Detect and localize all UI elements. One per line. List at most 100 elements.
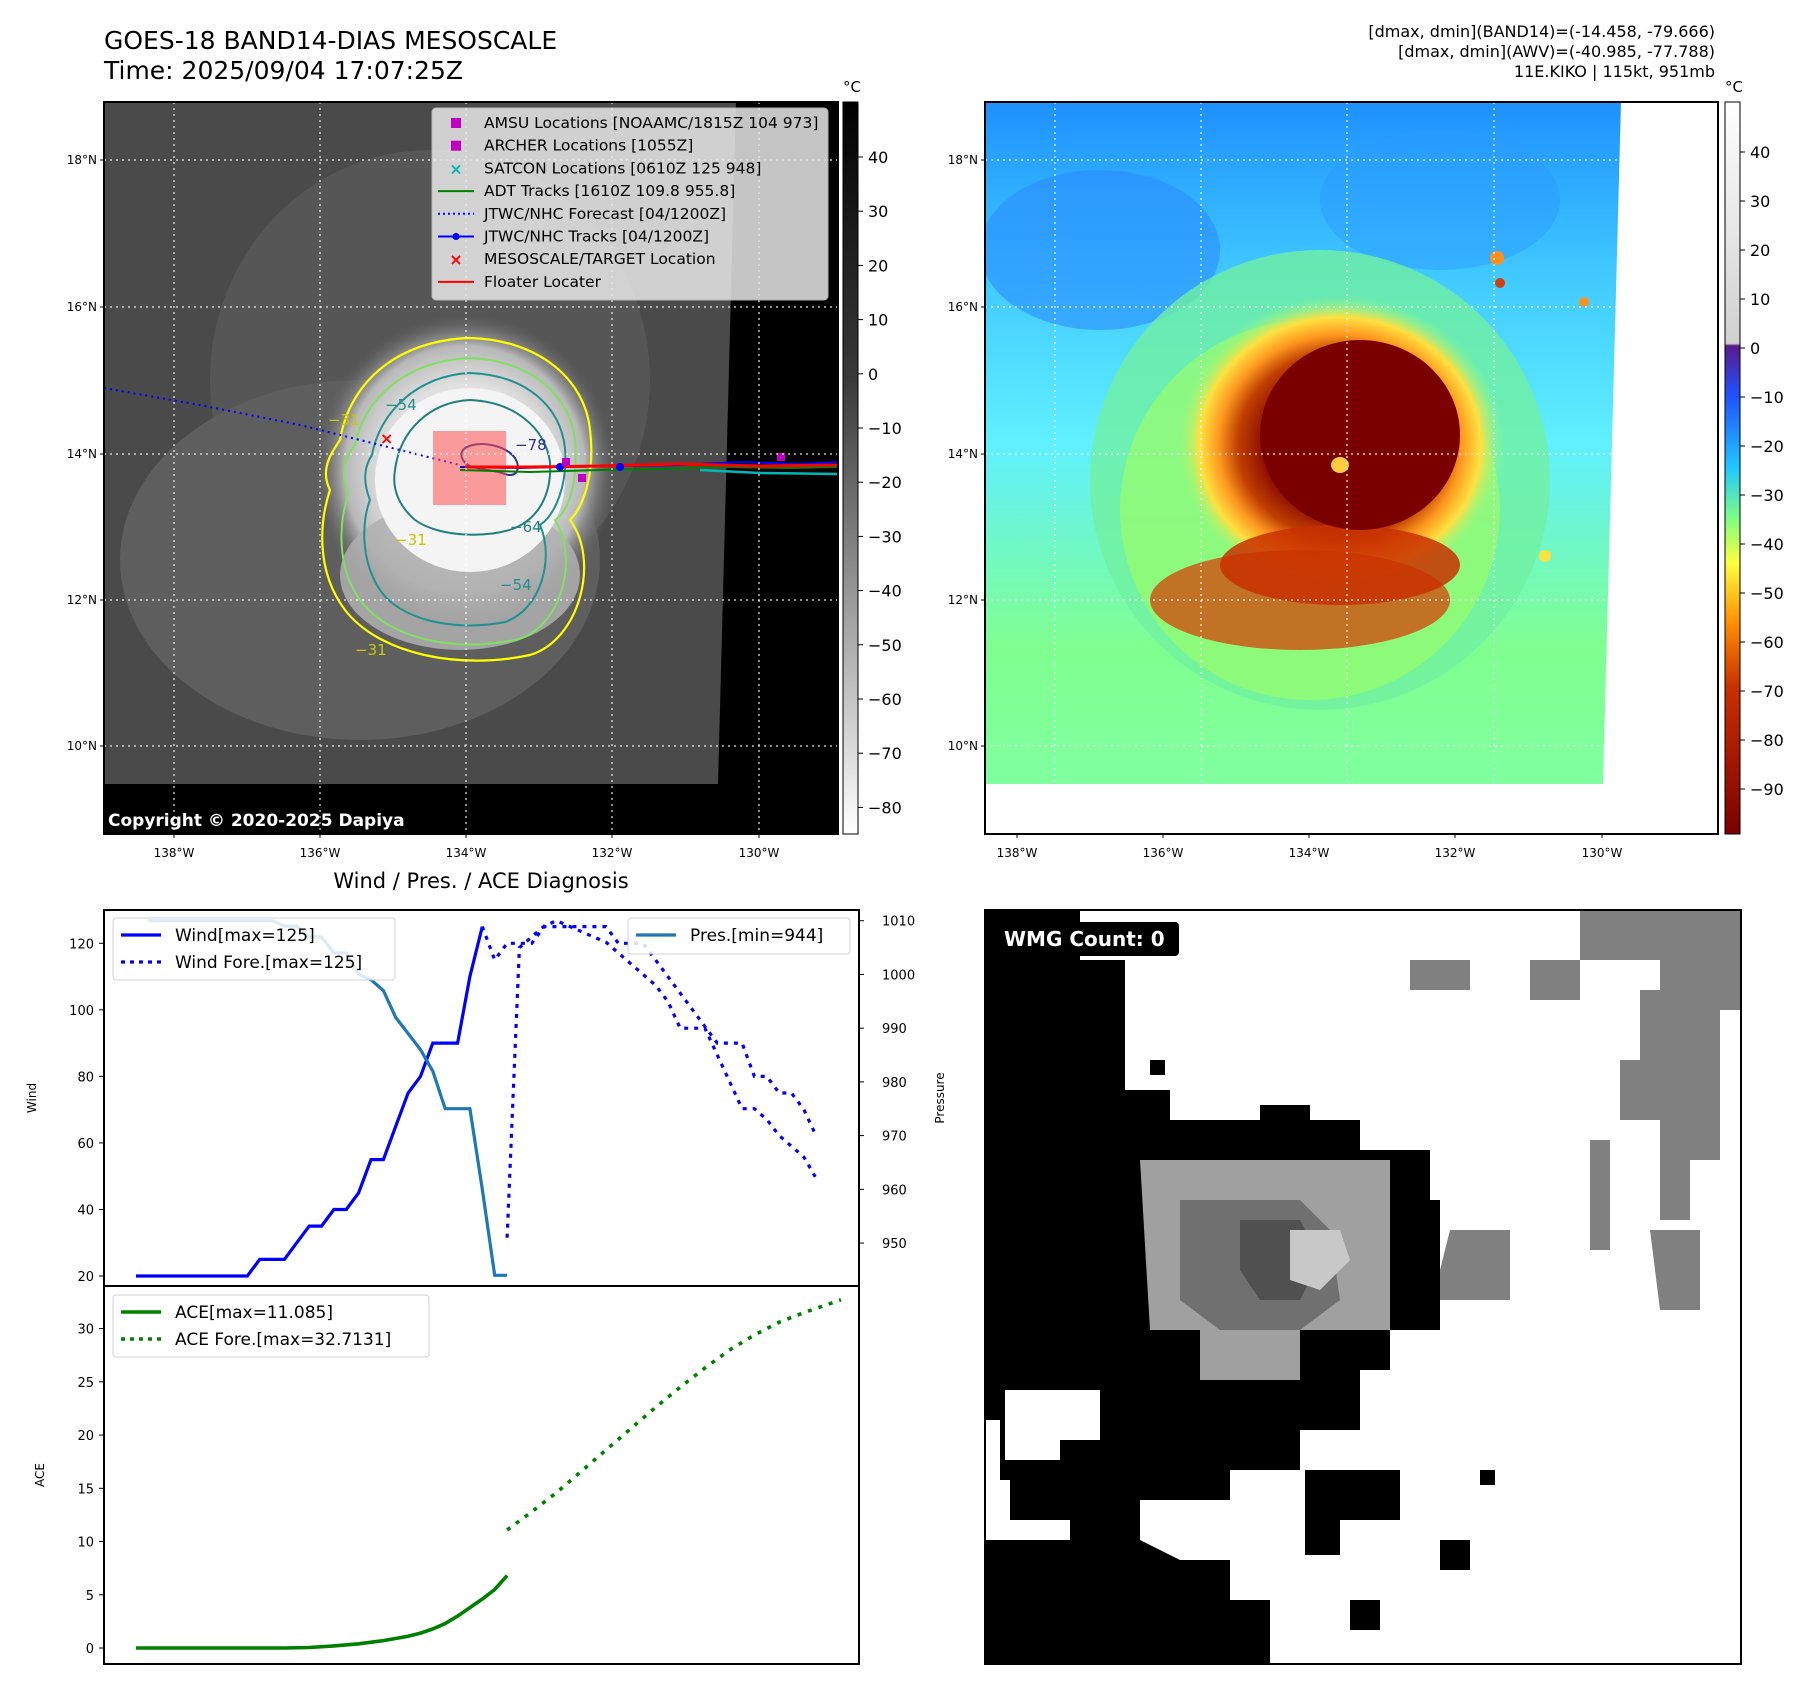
y-tick-label: 20 bbox=[77, 1270, 94, 1285]
diagnosis-title: Wind / Pres. / ACE Diagnosis bbox=[333, 869, 628, 893]
series-line bbox=[480, 924, 818, 1137]
info-band14: [dmax, dmin](BAND14)=(-14.458, -79.666) bbox=[1368, 22, 1715, 41]
y2-tick-label: 1010 bbox=[882, 915, 915, 930]
colorbar-tick-label: 20 bbox=[868, 256, 888, 275]
legend-label: ARCHER Locations [1055Z] bbox=[484, 137, 693, 155]
ir-colorbar-unit: °C bbox=[843, 78, 861, 96]
enhanced-colorbar bbox=[1724, 101, 1741, 835]
colorbar-tick-label: −50 bbox=[868, 636, 902, 655]
legend-marker bbox=[451, 118, 461, 128]
y-tick-label: 100 bbox=[69, 1004, 94, 1019]
colorbar-tick-label: −30 bbox=[1750, 486, 1784, 505]
lat-label: 10°N bbox=[67, 739, 97, 753]
lat-label: 16°N bbox=[948, 300, 978, 314]
colorbar-tick-label: −30 bbox=[868, 527, 902, 546]
lon-label: 134°W bbox=[446, 846, 487, 860]
y-tick-label: 80 bbox=[77, 1070, 94, 1085]
copyright-text: Copyright © 2020-2025 Dapiya bbox=[108, 811, 405, 831]
legend-label: ACE Fore.[max=32.7131] bbox=[175, 1330, 391, 1350]
lon-label: 138°W bbox=[154, 846, 195, 860]
legend-label: AMSU Locations [NOAAMC/1815Z 104 973] bbox=[484, 114, 818, 132]
legend-label: JTWC/NHC Forecast [04/1200Z] bbox=[483, 205, 726, 223]
title-line-2: Time: 2025/09/04 17:07:25Z bbox=[104, 56, 463, 85]
legend-label: Floater Locater bbox=[484, 273, 602, 291]
enhanced-image bbox=[985, 102, 1718, 834]
lat-label: 14°N bbox=[948, 447, 978, 461]
colorbar-tick-label: 10 bbox=[1750, 290, 1770, 309]
pressure-axis-label: Pressure bbox=[933, 1072, 947, 1123]
legend-marker bbox=[452, 233, 460, 240]
legend-label: Pres.[min=944] bbox=[690, 926, 823, 946]
lat-label: 16°N bbox=[67, 300, 97, 314]
y2-tick-label: 970 bbox=[882, 1130, 907, 1145]
legend-label: Wind[max=125] bbox=[175, 926, 315, 946]
colorbar-tick-label: 10 bbox=[868, 311, 888, 330]
lat-label: 14°N bbox=[67, 447, 97, 461]
enhanced-colorbar-unit: °C bbox=[1725, 78, 1743, 96]
figure-title: GOES-18 BAND14-DIAS MESOSCALE Time: 2025… bbox=[104, 26, 557, 86]
colorbar-tick-label: −80 bbox=[868, 798, 902, 817]
lon-label: 138°W bbox=[997, 846, 1038, 860]
legend-label: SATCON Locations [0610Z 125 948] bbox=[484, 159, 761, 177]
wmg-image bbox=[985, 910, 1741, 1664]
lat-label: 18°N bbox=[948, 153, 978, 167]
wmg-count-label: WMG Count: 0 bbox=[1004, 927, 1165, 951]
legend-label: ADT Tracks [1610Z 109.8 955.8] bbox=[484, 182, 735, 200]
legend-marker bbox=[451, 140, 461, 151]
colorbar-tick-label: −80 bbox=[1750, 731, 1784, 750]
contour-label: −54 bbox=[500, 576, 532, 594]
title-line-1: GOES-18 BAND14-DIAS MESOSCALE bbox=[104, 26, 558, 55]
colorbar-tick-label: −90 bbox=[1750, 780, 1784, 799]
y-tick-label: 5 bbox=[86, 1589, 94, 1604]
ir-colorbar bbox=[842, 101, 859, 835]
legend-label: ACE[max=11.085] bbox=[175, 1303, 333, 1323]
colorbar-tick-label: 40 bbox=[1750, 143, 1770, 162]
ace-axis-label: ACE bbox=[33, 1463, 47, 1487]
colorbar-tick-label: −70 bbox=[1750, 682, 1784, 701]
y-tick-label: 30 bbox=[77, 1323, 94, 1338]
y-tick-label: 20 bbox=[77, 1429, 94, 1444]
contour-label: −54 bbox=[385, 396, 417, 414]
lat-label: 10°N bbox=[948, 739, 978, 753]
contour-label: −78 bbox=[515, 436, 547, 454]
colorbar-tick-label: 30 bbox=[868, 202, 888, 221]
y-tick-label: 120 bbox=[69, 937, 94, 952]
y-tick-label: 60 bbox=[77, 1137, 94, 1152]
y-tick-label: 10 bbox=[77, 1536, 94, 1551]
colorbar-tick-label: 20 bbox=[1750, 241, 1770, 260]
ace-plot bbox=[103, 1285, 860, 1665]
y2-tick-label: 980 bbox=[882, 1076, 907, 1091]
lat-label: 12°N bbox=[67, 593, 97, 607]
lat-label: 18°N bbox=[67, 153, 97, 167]
lon-label: 134°W bbox=[1289, 846, 1330, 860]
series-line bbox=[506, 1298, 842, 1532]
legend-label: JTWC/NHC Tracks [04/1200Z] bbox=[483, 228, 709, 246]
contour-label: −31 bbox=[355, 641, 387, 659]
colorbar-tick-label: −40 bbox=[868, 582, 902, 601]
colorbar-tick-label: −70 bbox=[868, 744, 902, 763]
ace-legend-box bbox=[112, 1294, 430, 1358]
colorbar-tick-label: −50 bbox=[1750, 584, 1784, 603]
contour-label: −64 bbox=[510, 518, 542, 536]
lon-label: 136°W bbox=[300, 846, 341, 860]
info-storm: 11E.KIKO | 115kt, 951mb bbox=[1513, 62, 1715, 81]
info-awv: [dmax, dmin](AWV)=(-40.985, -77.788) bbox=[1398, 42, 1715, 61]
colorbar-tick-label: −40 bbox=[1750, 535, 1784, 554]
wind-legend-box bbox=[112, 917, 396, 981]
y-tick-label: 40 bbox=[77, 1203, 94, 1218]
series-line bbox=[136, 1574, 509, 1650]
legend-marker: × bbox=[449, 159, 462, 178]
contour-label: −31 bbox=[395, 531, 427, 549]
y2-tick-label: 950 bbox=[882, 1237, 907, 1252]
y-tick-label: 15 bbox=[77, 1482, 94, 1497]
wmg-count-box bbox=[994, 922, 1179, 956]
colorbar-tick-label: 40 bbox=[868, 148, 888, 167]
colorbar-tick-label: −20 bbox=[868, 473, 902, 492]
legend-label: Wind Fore.[max=125] bbox=[175, 953, 362, 973]
legend-label: MESOSCALE/TARGET Location bbox=[484, 250, 716, 268]
lon-label: 136°W bbox=[1143, 846, 1184, 860]
colorbar-tick-label: −20 bbox=[1750, 437, 1784, 456]
lon-label: 132°W bbox=[1435, 846, 1476, 860]
lon-label: 130°W bbox=[1582, 846, 1623, 860]
